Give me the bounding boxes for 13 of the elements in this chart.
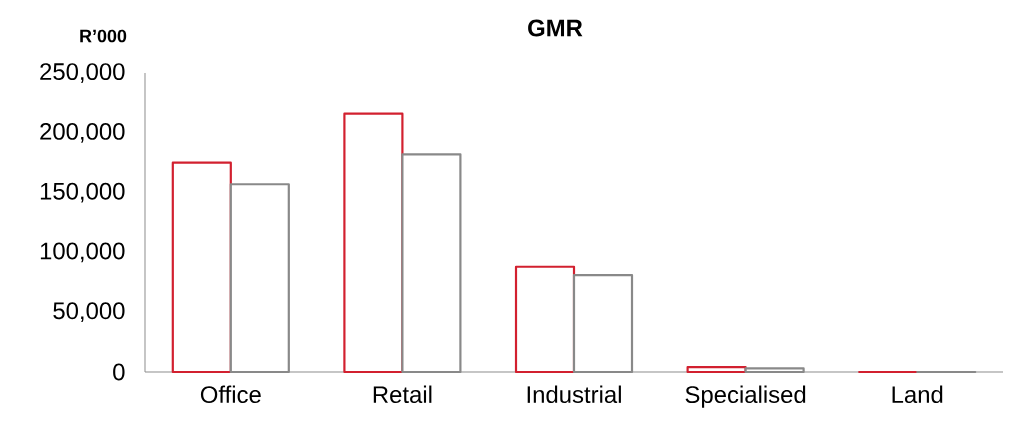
y-axis-title: R’000	[80, 29, 127, 43]
chart-title: GMR	[528, 19, 583, 37]
y-tick-label: 50,000	[53, 302, 125, 323]
y-tick-label: 0	[113, 363, 125, 381]
x-tick-label: Specialised	[685, 385, 806, 408]
y-tick-label: 250,000	[40, 63, 125, 83]
x-tick-label: Land	[892, 385, 943, 404]
y-tick-label: 150,000	[40, 182, 125, 203]
y-tick-label: 200,000	[40, 122, 125, 143]
x-tick-label: Office	[200, 385, 261, 404]
x-tick-label: Retail	[373, 385, 432, 404]
y-tick-label: 100,000	[40, 242, 125, 263]
x-tick-label: Industrial	[527, 385, 621, 404]
